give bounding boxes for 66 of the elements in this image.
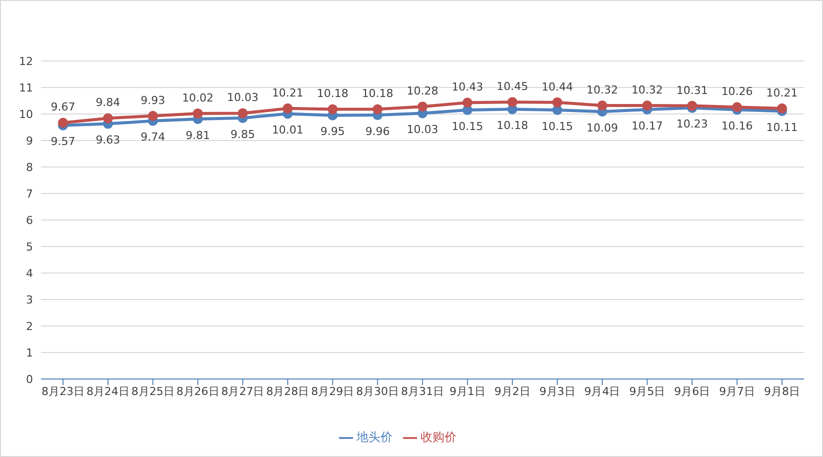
x-tick-label: 8月30日 (356, 384, 400, 398)
y-tick-label: 7 (26, 187, 33, 200)
data-label: 10.45 (496, 80, 528, 94)
data-label: 10.15 (542, 120, 574, 133)
y-tick-label: 1 (26, 346, 33, 360)
y-tick-label: 3 (26, 293, 33, 306)
y-tick-label: 2 (26, 320, 33, 333)
x-tick-label: 8月28日 (266, 384, 310, 398)
data-label: 10.43 (452, 80, 484, 94)
data-label: 10.32 (586, 84, 618, 97)
x-tick-label: 9月7日 (719, 384, 756, 398)
data-label: 10.28 (406, 84, 438, 98)
data-label: 9.57 (50, 135, 76, 148)
data-label: 9.63 (96, 134, 120, 147)
x-tick-label: 9月5日 (629, 384, 666, 398)
data-label: 10.03 (227, 91, 258, 104)
y-tick-label: 8 (26, 160, 33, 174)
y-tick-label: 10 (19, 108, 33, 121)
x-tick-label: 8月23日 (42, 384, 84, 398)
data-label: 10.44 (542, 80, 574, 94)
y-tick-label: 6 (26, 214, 33, 227)
data-label: 9.84 (96, 96, 120, 110)
data-label: 10.15 (452, 120, 484, 133)
legend-label: 地头价 (356, 430, 392, 444)
data-label: 10.21 (272, 86, 304, 100)
x-tick-label: 8月24日 (86, 384, 130, 398)
data-label: 10.17 (631, 119, 663, 132)
data-label: 9.81 (186, 128, 210, 142)
data-label: 10.23 (676, 118, 708, 131)
data-label: 10.11 (766, 120, 798, 134)
x-tick-label: 9月6日 (674, 384, 710, 398)
data-label: 10.01 (272, 124, 304, 137)
data-label: 9.74 (140, 130, 166, 144)
data-label: 10.18 (362, 87, 394, 100)
y-tick-label: 11 (19, 81, 33, 94)
y-tick-label: 9 (26, 134, 33, 148)
data-label: 10.18 (496, 119, 528, 132)
y-tick-label: 0 (26, 372, 33, 386)
x-tick-label: 9月4日 (584, 384, 620, 398)
data-label: 10.02 (182, 91, 214, 104)
x-tick-label: 8月27日 (221, 384, 264, 398)
data-label: 10.32 (631, 84, 663, 97)
data-label: 10.26 (721, 85, 753, 98)
x-tick-label: 8月31日 (401, 384, 444, 398)
x-tick-label: 9月2日 (494, 384, 530, 398)
y-tick-label: 12 (19, 54, 33, 68)
x-tick-label: 9月3日 (539, 384, 576, 398)
data-label: 10.31 (676, 84, 708, 97)
x-tick-label: 8月25日 (131, 384, 174, 398)
data-label: 9.93 (140, 94, 166, 107)
data-label: 9.96 (365, 124, 390, 138)
data-label: 10.16 (721, 120, 753, 133)
y-tick-label: 4 (26, 266, 33, 280)
x-tick-label: 9月8日 (764, 384, 800, 398)
data-label: 9.67 (50, 100, 76, 114)
data-label: 10.18 (316, 87, 348, 100)
y-tick-label: 5 (26, 240, 33, 254)
legend-label: 收购价 (420, 430, 456, 444)
data-label: 9.95 (320, 125, 345, 138)
x-tick-label: 9月1日 (449, 384, 486, 398)
data-label: 10.21 (766, 86, 798, 100)
x-tick-label: 8月29日 (311, 384, 354, 398)
data-label: 10.03 (406, 123, 438, 136)
x-tick-label: 8月26日 (176, 384, 220, 398)
data-label: 9.85 (230, 128, 255, 141)
data-label: 10.09 (586, 121, 618, 134)
